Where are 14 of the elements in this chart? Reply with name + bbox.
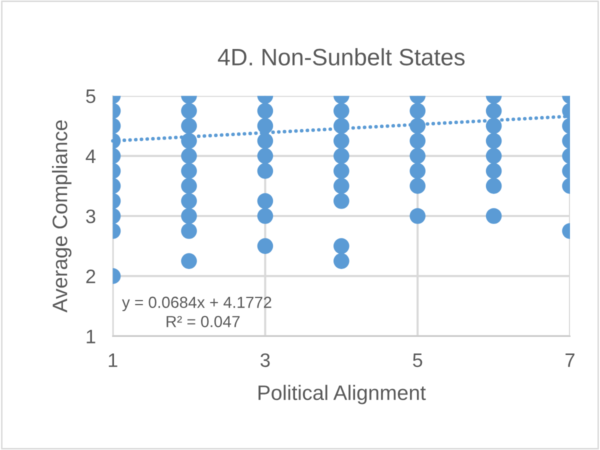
y-axis-title: Average Compliance — [52, 120, 72, 312]
x-tick-label: 7 — [566, 354, 574, 367]
annotation: R² = 0.047 — [166, 316, 240, 328]
chart-title: 4D. Non-Sunbelt States — [218, 48, 465, 66]
x-axis-title: Political Alignment — [258, 384, 426, 404]
y-tick-label: 1 — [86, 330, 96, 344]
y-tick-label: 4 — [86, 150, 96, 163]
x-tick-label: 3 — [260, 353, 270, 368]
y-tick-label: 3 — [86, 209, 96, 224]
y-tick-label: 5 — [86, 90, 96, 104]
annotation: y = 0.0684x + 4.1772 — [122, 296, 272, 312]
x-tick-label: 1 — [108, 354, 118, 367]
y-tick-label: 2 — [86, 270, 96, 284]
x-tick-label: 5 — [412, 354, 422, 368]
